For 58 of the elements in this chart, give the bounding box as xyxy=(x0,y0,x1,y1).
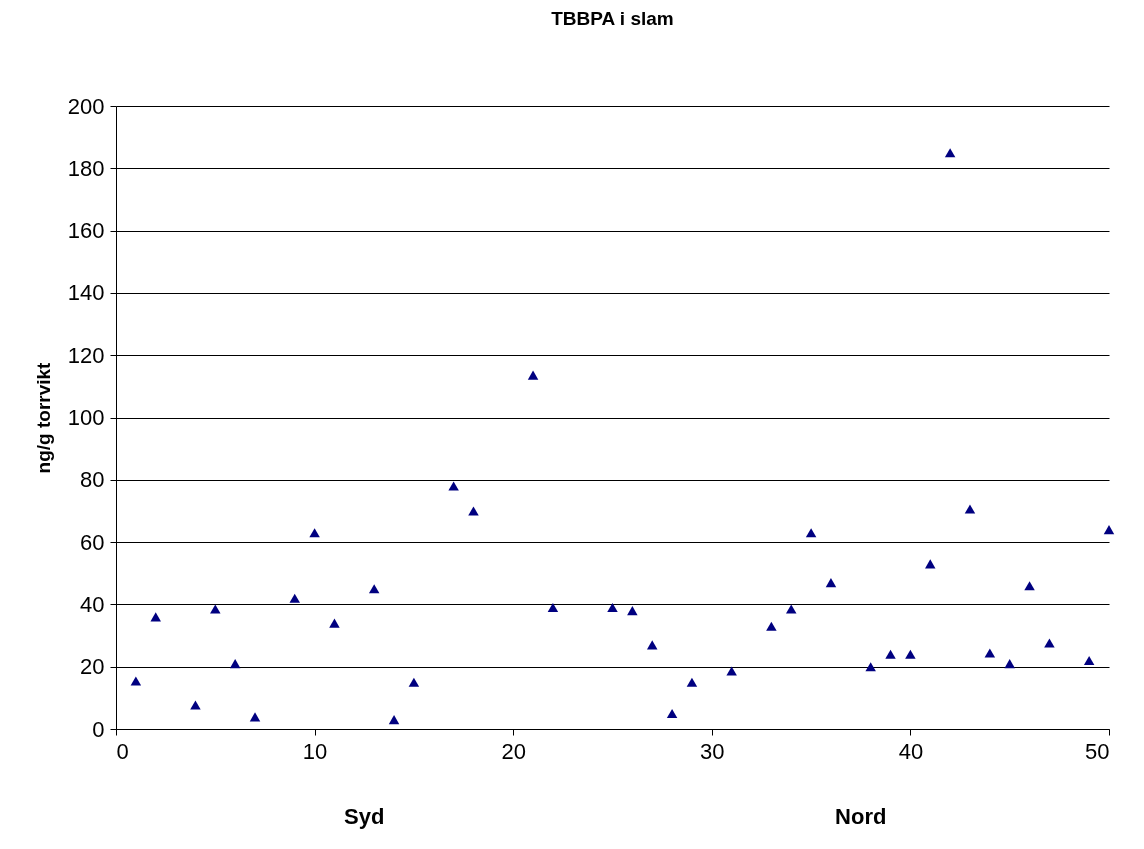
y-tick-label: 100 xyxy=(67,405,105,430)
point xyxy=(210,604,221,614)
y-tick-label: 0 xyxy=(92,716,105,742)
point xyxy=(1103,525,1115,535)
point xyxy=(547,602,559,613)
point xyxy=(190,700,201,710)
y-axis-title: ng/g torrvikt xyxy=(32,361,54,474)
y-tick-label: 80 xyxy=(80,467,105,493)
x-tick-label: 10 xyxy=(302,738,328,764)
point xyxy=(1004,659,1015,669)
chart-title: TBBPA i slam xyxy=(551,8,674,29)
x-tick-label: 40 xyxy=(898,738,924,764)
point xyxy=(825,578,837,588)
point xyxy=(1083,655,1095,666)
point xyxy=(249,712,261,722)
point xyxy=(368,584,380,594)
x-tick-label: 20 xyxy=(501,738,526,764)
point xyxy=(726,666,737,676)
point xyxy=(686,677,698,687)
point xyxy=(964,504,976,514)
point xyxy=(150,612,161,622)
point xyxy=(885,649,896,659)
text: Syd xyxy=(344,804,385,829)
point xyxy=(786,604,797,614)
point xyxy=(309,528,320,538)
y-tick-label: 120 xyxy=(67,342,105,368)
y-tick-label: 140 xyxy=(67,280,105,306)
point xyxy=(646,640,658,650)
text: Nord xyxy=(835,804,887,829)
point xyxy=(944,148,956,158)
point xyxy=(388,715,400,725)
point xyxy=(1044,638,1055,648)
point xyxy=(666,708,678,718)
x-tick-label: 0 xyxy=(116,738,129,764)
point xyxy=(865,662,876,672)
point xyxy=(805,528,817,538)
y-tick-label: 20 xyxy=(80,654,105,680)
x-tick-label: 30 xyxy=(700,738,725,764)
y-tick-label: 40 xyxy=(80,591,105,617)
point xyxy=(905,649,916,659)
point xyxy=(527,370,539,380)
y-tick-label: 60 xyxy=(80,529,105,555)
y-tick-label: 180 xyxy=(67,155,105,181)
point xyxy=(408,677,420,687)
point xyxy=(289,593,300,603)
point xyxy=(130,676,142,686)
y-tick-label: 160 xyxy=(67,218,105,244)
point xyxy=(766,621,777,631)
point xyxy=(329,618,340,628)
point xyxy=(627,606,638,616)
point xyxy=(468,506,479,516)
point xyxy=(229,659,241,669)
point xyxy=(984,648,996,658)
x-tick-label: 50 xyxy=(1085,738,1110,764)
point xyxy=(448,481,459,491)
y-tick-label: 200 xyxy=(67,93,105,119)
point xyxy=(607,602,618,613)
point xyxy=(1024,581,1035,591)
